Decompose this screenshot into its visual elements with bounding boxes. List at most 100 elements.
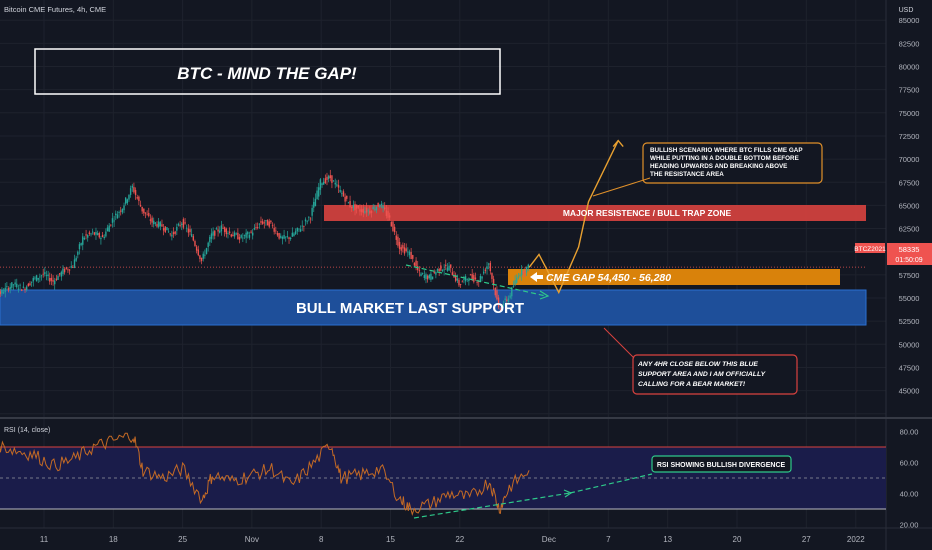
candle-body [266, 219, 269, 226]
candle-body [388, 215, 391, 218]
symbol-tag-text: BTCZ2021 [854, 246, 886, 253]
candle-body [93, 232, 96, 235]
candle-body [90, 233, 92, 235]
candle-body [161, 224, 163, 227]
candle-body [256, 227, 259, 228]
candle-body [100, 237, 102, 240]
candle-body [113, 220, 115, 222]
candle-body [370, 211, 373, 213]
candle-body [304, 219, 307, 222]
candle-body [32, 277, 34, 282]
candle-body [329, 175, 331, 179]
candle-body [489, 262, 492, 272]
candle-body [285, 236, 287, 238]
candle-body [200, 257, 203, 261]
candle-body [182, 219, 185, 228]
candle-body [341, 193, 343, 195]
candle-body [124, 197, 127, 204]
candle-body [190, 234, 193, 237]
candle-body [374, 209, 376, 211]
cme-gap-zone[interactable] [508, 269, 840, 285]
resistance-zone[interactable] [324, 205, 866, 221]
candle-body [507, 298, 510, 303]
candle-body [24, 288, 26, 291]
candle-body [458, 279, 460, 286]
candle-body [144, 212, 147, 214]
candle-body [364, 211, 366, 213]
candle-body [443, 269, 445, 271]
chart-title: BTC - MIND THE GAP! [177, 64, 357, 83]
price-tick-label: 75000 [899, 109, 920, 118]
candle-body [134, 189, 137, 196]
candle-body [27, 283, 30, 287]
candle-body [151, 217, 153, 223]
currency-label: USD [899, 7, 914, 14]
support-zone[interactable] [0, 289, 867, 326]
rsi-axis[interactable]: 20.00 40.00 60.00 80.00 [900, 428, 919, 530]
candle-body [435, 271, 437, 275]
candle-body [501, 305, 503, 308]
candle-body [511, 287, 513, 297]
bear-note-connector [603, 327, 635, 359]
bear-note-text: ANY 4HR CLOSE BELOW THIS BLUE SUPPORT AR… [637, 361, 767, 388]
candle-body [451, 272, 454, 276]
candle-body [73, 259, 76, 269]
time-tick-label: 25 [178, 535, 187, 544]
price-tick-label: 47500 [899, 363, 920, 372]
candle-body [276, 233, 279, 236]
candle-body [167, 231, 170, 233]
time-tick-label: Dec [542, 535, 556, 544]
candle-body [0, 291, 1, 295]
candle-body [181, 223, 183, 225]
candle-body [245, 232, 247, 238]
candle-body [214, 230, 216, 236]
candle-body [273, 227, 275, 232]
candle-body [187, 228, 190, 233]
candle-body [395, 235, 397, 240]
candlestick-series [0, 169, 529, 312]
candle-body [204, 254, 206, 256]
candle-body [476, 281, 478, 283]
candle-body [420, 273, 422, 276]
candle-body [243, 235, 246, 236]
time-tick-label: 7 [606, 535, 611, 544]
candle-body [352, 204, 355, 208]
candle-body [194, 241, 196, 246]
candle-body [473, 275, 475, 282]
candle-body [379, 205, 381, 208]
candle-body [37, 277, 39, 280]
candle-body [260, 221, 262, 223]
time-axis[interactable]: 11 18 25 Nov 8 15 22 Dec 7 13 20 27 2022 [40, 535, 865, 544]
candle-body [314, 198, 317, 207]
candle-body [205, 248, 208, 254]
rsi-line [0, 432, 530, 516]
candle-body [129, 188, 132, 195]
candle-body [240, 235, 242, 238]
candle-body [459, 284, 462, 285]
candle-body [412, 255, 414, 259]
candle-body [397, 236, 399, 246]
projection-arrowhead [612, 139, 624, 148]
bear-note-line: SUPPORT AREA AND I AM OFFICIALLY [638, 371, 767, 378]
candle-body [156, 224, 158, 227]
candle-body [136, 197, 138, 199]
candle-body [14, 282, 16, 285]
candle-body [450, 264, 452, 268]
candle-body [30, 281, 33, 283]
candle-body [55, 278, 58, 281]
candle-body [418, 270, 421, 272]
candle-body [347, 202, 350, 204]
candle-body [520, 269, 523, 276]
candle-body [49, 278, 51, 282]
candle-body [499, 308, 501, 310]
candle-body [336, 184, 338, 186]
candle-body [367, 210, 369, 212]
candle-body [436, 268, 439, 271]
candle-body [21, 289, 23, 291]
candle-body [448, 265, 450, 271]
candle-body [17, 288, 20, 290]
candle-body [52, 280, 54, 282]
candle-body [525, 267, 528, 273]
time-tick-label: 18 [109, 535, 118, 544]
